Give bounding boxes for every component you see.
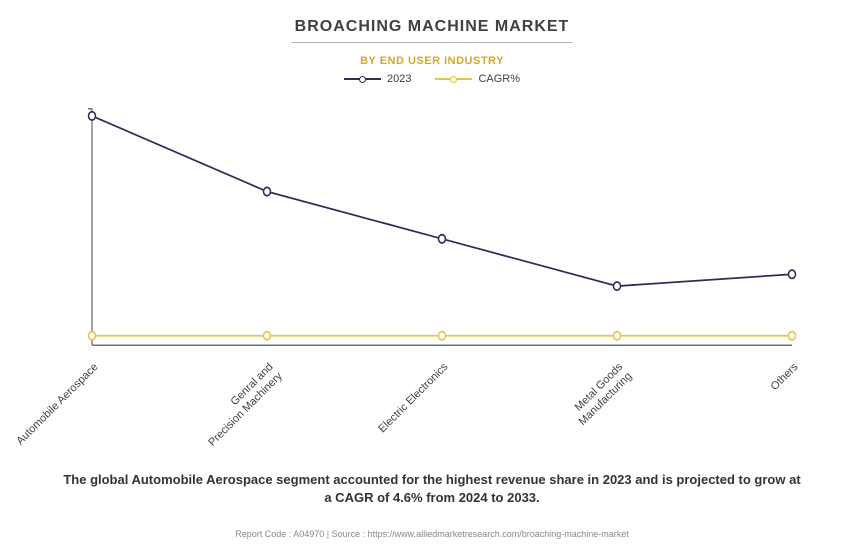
- x-axis-label: Automobile Aerospace: [14, 361, 101, 448]
- chart-title: BROACHING MACHINE MARKET: [0, 0, 864, 36]
- chart-caption: The global Automobile Aerospace segment …: [0, 471, 864, 507]
- footer: Report Code : A04970 | Source : https://…: [0, 529, 864, 539]
- x-axis-labels: Automobile AerospaceGenral and Precision…: [52, 357, 812, 457]
- x-axis-label: Electric Electronics: [376, 361, 451, 436]
- x-axis-label: Others: [769, 361, 802, 394]
- x-axis-label: Metal Goods Manufacturing: [568, 361, 636, 429]
- legend-item-cagr: CAGR%: [435, 73, 520, 85]
- legend-label-2023: 2023: [387, 73, 411, 85]
- legend-item-2023: 2023: [344, 73, 411, 85]
- legend-line-right-2: [454, 78, 472, 80]
- source-url: https://www.alliedmarketresearch.com/bro…: [368, 529, 629, 539]
- report-code-label: Report Code :: [235, 529, 293, 539]
- title-underline: [292, 42, 572, 43]
- legend-marker-2023: [344, 76, 381, 83]
- chart-svg: [52, 97, 812, 357]
- chart-subtitle: BY END USER INDUSTRY: [0, 55, 864, 67]
- source-label: Source :: [332, 529, 368, 539]
- x-axis-label: Genral and Precision Machinery: [197, 361, 286, 450]
- report-code: A04970: [293, 529, 324, 539]
- legend: 2023 CAGR%: [0, 73, 864, 85]
- legend-marker-cagr: [435, 76, 472, 83]
- footer-sep: |: [324, 529, 331, 539]
- legend-circle-2: [450, 76, 457, 83]
- chart-area: Automobile AerospaceGenral and Precision…: [52, 97, 812, 357]
- legend-circle-1: [359, 76, 366, 83]
- legend-label-cagr: CAGR%: [478, 73, 520, 85]
